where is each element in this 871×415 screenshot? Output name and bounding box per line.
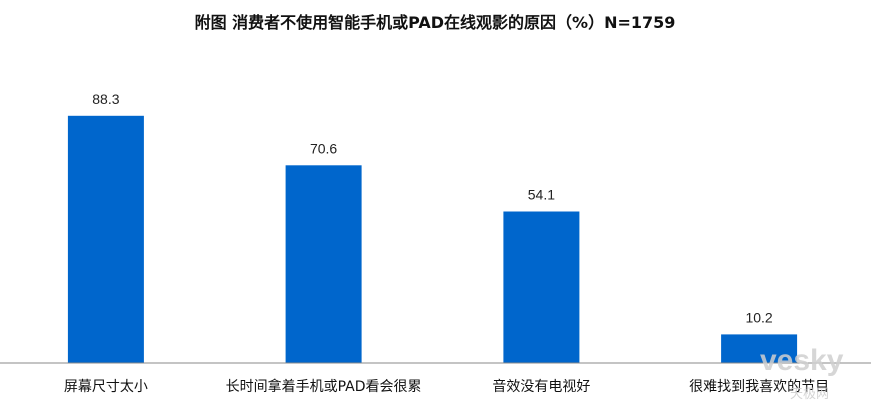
chart-title: 附图 消费者不使用智能手机或PAD在线观影的原因（%）N=1759 bbox=[195, 13, 676, 32]
bars-layer bbox=[67, 115, 798, 363]
labels-layer: 88.3 屏幕尺寸太小 70.6 长时间拿着手机或PAD看会很累 54.1 音效没有电视好… bbox=[64, 91, 829, 395]
bar-2 bbox=[285, 165, 362, 363]
watermark-logo: vesky 天极网 bbox=[760, 344, 844, 402]
watermark-main-text: vesky bbox=[760, 344, 844, 377]
bar-4 bbox=[721, 334, 798, 363]
category-label-4: 很难找到我喜欢的节目 bbox=[689, 379, 829, 395]
bar-value-label-1: 88.3 bbox=[92, 91, 119, 107]
bar-1 bbox=[67, 115, 144, 363]
bar-value-label-4: 10.2 bbox=[745, 309, 772, 325]
bar-value-label-2: 70.6 bbox=[310, 140, 337, 156]
bar-3 bbox=[503, 211, 580, 363]
category-label-2: 长时间拿着手机或PAD看会很累 bbox=[226, 378, 422, 395]
category-label-1: 屏幕尺寸太小 bbox=[64, 379, 148, 395]
watermark-sub-text: 天极网 bbox=[790, 387, 829, 402]
bar-value-label-3: 54.1 bbox=[528, 187, 555, 203]
category-label-3: 音效没有电视好 bbox=[492, 378, 590, 395]
